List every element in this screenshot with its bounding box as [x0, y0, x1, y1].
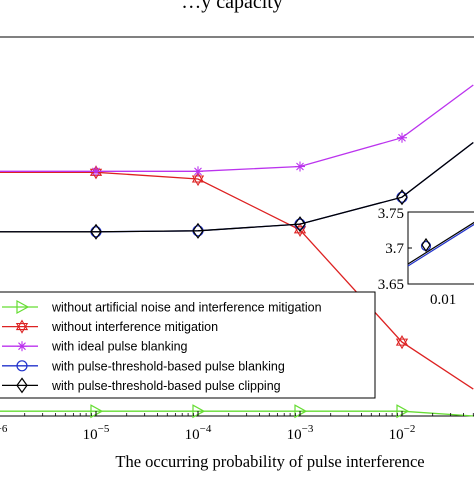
x-tick-label-5: 10−2 [389, 423, 416, 443]
x-tick-label-3: 10−4 [185, 423, 212, 443]
series-2-line [0, 171, 474, 390]
series-3-point-5 [397, 132, 407, 143]
inset-curve-blanking [407, 223, 474, 267]
x-tick-label-1: 10−6 [0, 423, 8, 443]
legend-entry-2: without interference mitigation [2, 319, 218, 334]
legend-entry-5: with pulse-threshold-based pulse clippin… [2, 377, 281, 394]
series-5-point-5 [396, 189, 408, 206]
legend-swatch-marker [16, 360, 28, 372]
legend-entries: without artificial noise and interferenc… [2, 299, 322, 394]
legend-swatch-marker [16, 377, 28, 394]
chart-title-fragment: …y capacity [181, 0, 283, 13]
legend-entry-3: with ideal pulse blanking [2, 340, 188, 354]
inset-ytick-label-3: 3.65 [378, 277, 404, 293]
legend-label-4: with pulse-threshold-based pulse blankin… [51, 359, 285, 373]
inset-ytick-label-1: 3.75 [378, 206, 404, 222]
axes-frame [0, 36, 474, 417]
series-3-point-3 [193, 166, 203, 177]
series-5-line [0, 141, 474, 233]
inset-xtick-label-1: 0.01 [430, 292, 456, 308]
x-axis-label: The occurring probability of pulse inter… [115, 452, 424, 471]
series-3-point-4 [295, 161, 305, 172]
x-ticks: 10−6 10−5 10−4 10−3 10−2 [0, 411, 474, 443]
inset-ytick-label-2: 3.7 [385, 241, 404, 257]
series-3-line [0, 84, 474, 172]
legend-label-1: without artificial noise and interferenc… [51, 301, 322, 315]
x-tick-label-2: 10−5 [83, 423, 110, 443]
series-5-point-3 [192, 222, 204, 239]
series-5-point-2 [90, 223, 102, 240]
legend-box [0, 291, 376, 399]
inset-curve-clipping [407, 221, 474, 265]
x-tick-label-4: 10−3 [287, 423, 314, 443]
legend-swatch-marker [17, 341, 27, 352]
inset-zoom: 3.75 3.7 3.65 0.01 [378, 206, 474, 308]
series-layer [0, 84, 474, 419]
legend-swatch-marker [16, 299, 30, 315]
legend-label-2: without interference mitigation [51, 320, 218, 334]
legend-entry-4: with pulse-threshold-based pulse blankin… [2, 359, 285, 373]
series-5 [0, 141, 474, 240]
series-1-line [0, 410, 474, 417]
legend: without artificial noise and interferenc… [0, 291, 376, 399]
legend-entry-1: without artificial noise and interferenc… [2, 299, 322, 315]
series-3 [0, 84, 474, 177]
legend-label-5: with pulse-threshold-based pulse clippin… [51, 379, 281, 393]
series-5-point-4 [294, 216, 306, 233]
legend-label-3: with ideal pulse blanking [51, 340, 188, 354]
inset-frame [407, 211, 474, 285]
series-3-point-2 [91, 166, 101, 177]
legend-swatch-marker [15, 319, 29, 334]
inset-marker-diamond [421, 237, 431, 253]
series-2-point-5 [395, 335, 409, 350]
